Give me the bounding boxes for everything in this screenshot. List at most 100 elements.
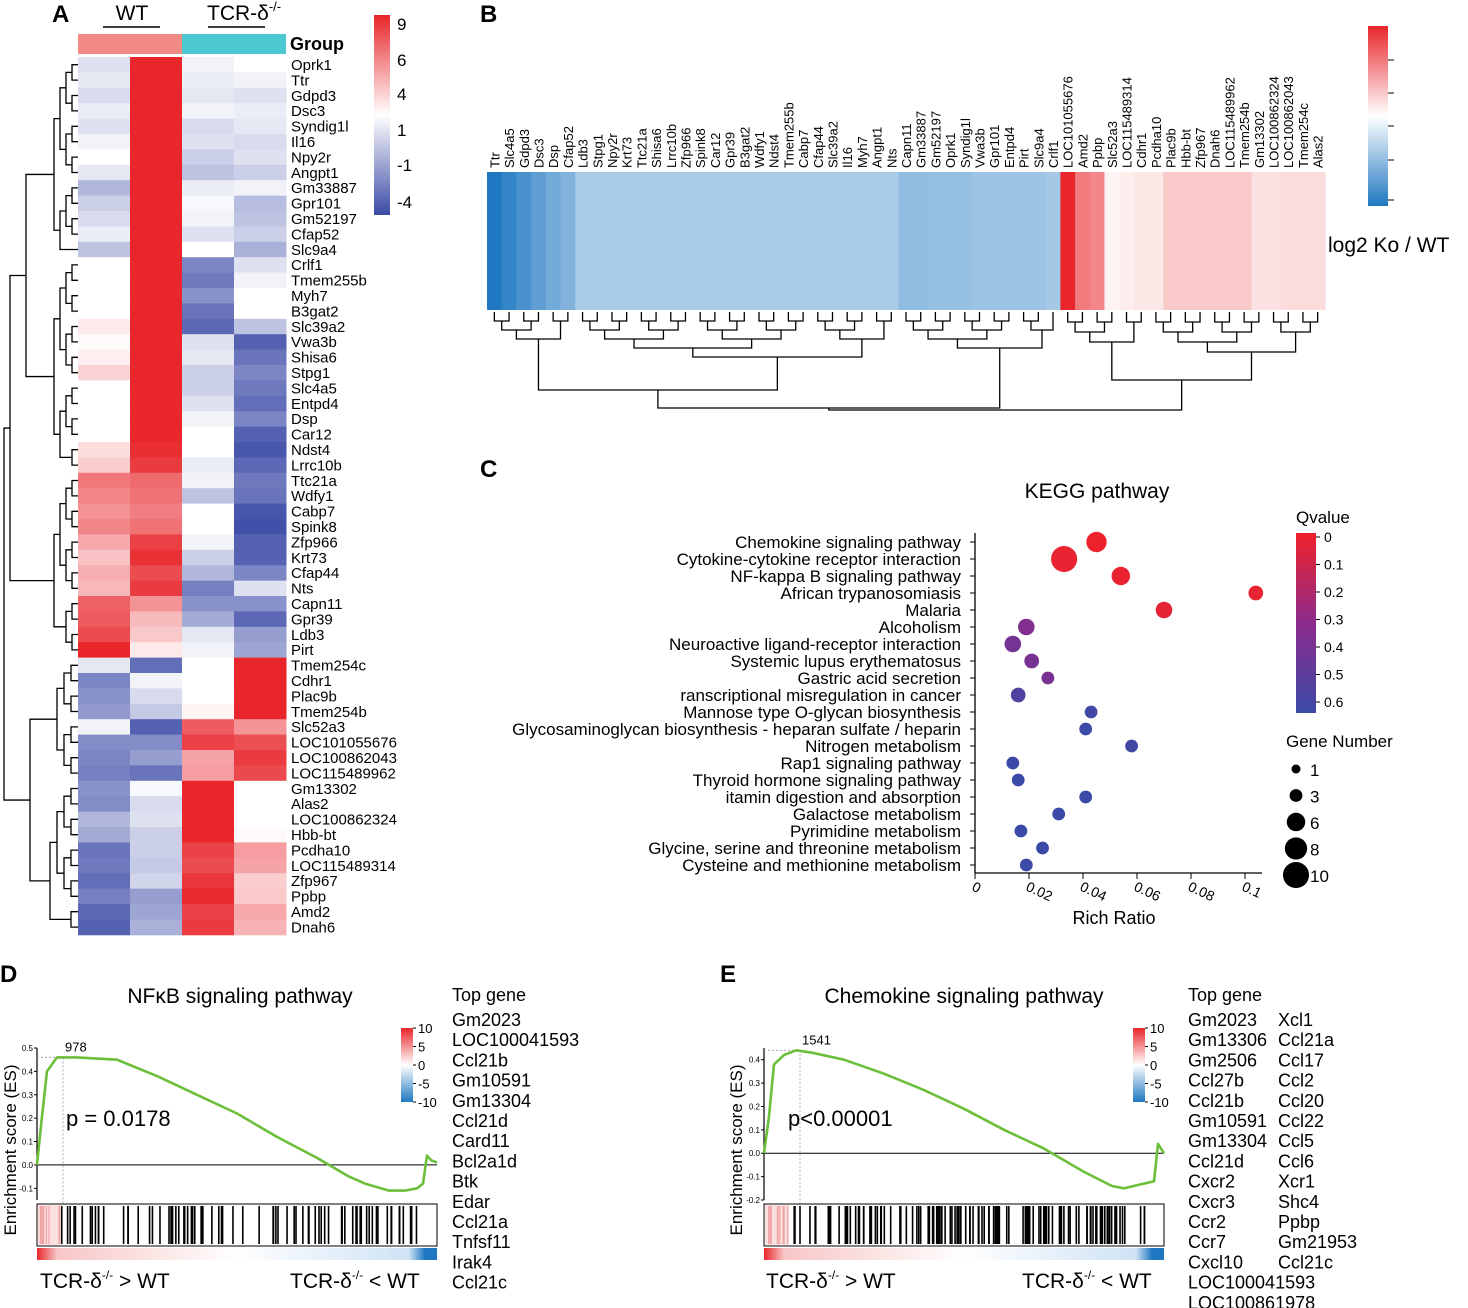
kegg-x-tick-label: 0.06 xyxy=(1132,878,1164,904)
gsea-top-gene: Xcl1 xyxy=(1278,1010,1313,1030)
heatmap-a-gene-label: Plac9b xyxy=(291,688,337,705)
gsea-colorbar-tick-label: -10 xyxy=(418,1095,437,1110)
heatmap-a-gene-label: Dsc3 xyxy=(291,103,325,120)
heatmap-b-gene-label: Slc52a3 xyxy=(1105,121,1120,168)
heatmap-a-cell xyxy=(182,719,235,736)
heatmap-a-cell xyxy=(78,272,131,289)
heatmap-a-cell xyxy=(130,719,183,736)
heatmap-a-cell xyxy=(130,580,183,597)
gsea-y-tick-label: 0.1 xyxy=(22,1138,34,1147)
heatmap-a-cell xyxy=(234,411,287,428)
heatmap-a-gene-labels: Oprk1TtrGdpd3Dsc3Syndig1lIl16Npy2rAngpt1… xyxy=(291,57,397,936)
heatmap-a-gene-label: Ttc21a xyxy=(291,473,338,490)
gsea-top-gene-title: Top gene xyxy=(1188,985,1262,1005)
heatmap-b-gene-label: Slc9a4 xyxy=(1031,128,1046,168)
kegg-dot xyxy=(1018,618,1035,636)
heatmap-a-cell xyxy=(130,734,183,751)
heatmap-a-cell xyxy=(78,626,131,643)
heatmap-a-cell xyxy=(182,919,235,936)
heatmap-a-gene-label: Entpd4 xyxy=(291,396,339,413)
colorbar-b-ticks xyxy=(1388,59,1394,201)
heatmap-a-cell xyxy=(234,241,287,258)
heatmap-a-cell xyxy=(234,688,287,705)
colorbar-a-ticks: 9 6 4 1 -1 -4 xyxy=(397,15,412,212)
kegg-pathway-label: Pyrimidine metabolism xyxy=(790,822,961,841)
heatmap-a-cell xyxy=(234,164,287,181)
heatmap-a-cell xyxy=(130,288,183,304)
gsea-top-gene: Cxcr3 xyxy=(1188,1192,1235,1212)
heatmap-a-cell xyxy=(78,534,131,551)
gsea-top-gene-title: Top gene xyxy=(452,985,526,1005)
heatmap-a-cell xyxy=(234,134,287,150)
heatmap-a-cell xyxy=(78,673,131,689)
gsea-colorbar-tick-label: 10 xyxy=(1150,1021,1164,1036)
heatmap-a-cell xyxy=(182,149,235,166)
heatmap-b-cell xyxy=(957,172,973,310)
gsea-top-gene: Card11 xyxy=(452,1131,510,1151)
heatmap-a-cell xyxy=(78,703,131,720)
heatmap-a-cell xyxy=(182,257,235,274)
heatmap-a-gene-label: Npy2r xyxy=(291,149,331,166)
gsea-x-label-right: TCR-δ-/- < WT xyxy=(1022,1268,1152,1293)
heatmap-b-cell xyxy=(883,172,900,310)
gsea-y-tick-label: -0.1 xyxy=(746,1173,760,1182)
heatmap-a-cell xyxy=(182,703,235,720)
heatmap-a-cell xyxy=(182,226,235,243)
gsea-y-tick-label: 0.5 xyxy=(22,1044,34,1053)
heatmap-a-cell xyxy=(182,688,235,705)
heatmap-a-gene-label: Crlf1 xyxy=(291,257,323,274)
dendrogram-a xyxy=(3,64,78,928)
heatmap-a-gene-label: Pirt xyxy=(291,642,314,659)
gsea-top-gene: LOC100041593 xyxy=(452,1030,579,1050)
heatmap-a-gene-label: LOC100862043 xyxy=(291,750,397,767)
heatmap-a-cell xyxy=(130,488,183,505)
colorbar-a-tick: 6 xyxy=(397,51,406,70)
heatmap-a-cell xyxy=(234,827,287,843)
qvalue-tick-label: 0.3 xyxy=(1324,612,1344,628)
colorbar-a-tick: -4 xyxy=(397,193,412,212)
gsea-top-gene: Ppbp xyxy=(1278,1212,1320,1232)
kegg-pathway-label: Nitrogen metabolism xyxy=(805,737,961,756)
heatmap-a-cell xyxy=(130,811,183,828)
gsea-top-gene: Cxcr2 xyxy=(1188,1172,1235,1192)
kegg-pathway-label: itamin digestion and absorption xyxy=(726,788,961,807)
heatmap-a-cell xyxy=(78,257,131,274)
heatmap-a-cell xyxy=(182,272,235,289)
heatmap-b-cell xyxy=(1207,172,1223,310)
gsea-title: Chemokine signaling pathway xyxy=(825,985,1104,1008)
heatmap-b-cell xyxy=(825,172,841,310)
panel-label-b: B xyxy=(480,1,497,28)
heatmap-a-cell xyxy=(130,904,183,920)
heatmap-a-cell xyxy=(78,87,131,104)
heatmap-a-cell xyxy=(234,811,287,828)
heatmap-a-cell xyxy=(78,642,131,659)
heatmap-a-cell xyxy=(182,211,235,227)
heatmap-b-cell xyxy=(1133,172,1150,310)
colorbar-b xyxy=(1368,26,1388,206)
heatmap-a-gene-label: Gm13302 xyxy=(291,781,357,798)
heatmap-a-cell xyxy=(182,642,235,659)
heatmap-a-cell xyxy=(130,318,183,335)
gsea-top-gene: Xcr1 xyxy=(1278,1172,1315,1192)
heatmap-a-cell xyxy=(234,457,287,474)
heatmap-a-cell xyxy=(78,827,131,843)
heatmap-a-cell xyxy=(78,134,131,150)
gsea-top-gene: Ccl21a xyxy=(1278,1030,1335,1050)
heatmap-a-cell xyxy=(130,349,183,366)
heatmap-b-cell xyxy=(810,172,826,310)
colorbar-a-tick: 9 xyxy=(397,15,406,34)
colorbar-b-label: log2 Ko / WT xyxy=(1328,234,1450,257)
kegg-dot xyxy=(1019,858,1033,872)
heatmap-a-cell xyxy=(182,288,235,304)
heatmap-a-cell xyxy=(130,688,183,705)
heatmap-a-cell xyxy=(78,888,131,905)
heatmap-b-cell xyxy=(1075,172,1091,310)
heatmap-a-cell xyxy=(234,904,287,920)
heatmap-b-gene-label: Gpr101 xyxy=(987,125,1002,168)
heatmap-a-cell xyxy=(130,873,183,890)
qvalue-title: Qvalue xyxy=(1296,508,1350,527)
gsea-top-gene: Irak4 xyxy=(452,1252,492,1272)
heatmap-a-cell xyxy=(130,303,183,320)
heatmap-b-gene-label: Myh7 xyxy=(855,136,870,168)
gsea-y-tick-label: 0.1 xyxy=(749,1126,761,1135)
